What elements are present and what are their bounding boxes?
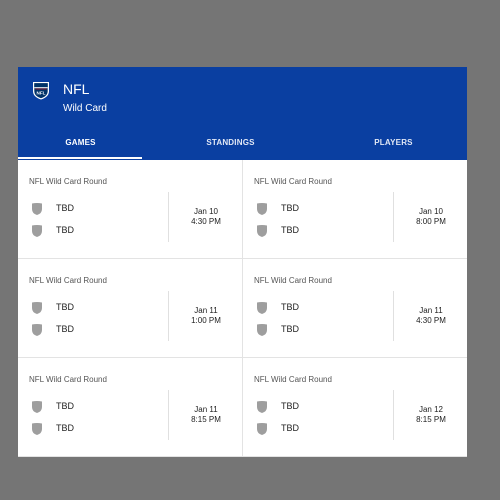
game-round-label: NFL Wild Card Round (29, 276, 107, 285)
game-round-label: NFL Wild Card Round (254, 276, 332, 285)
team-name: TBD (281, 401, 299, 411)
divider (168, 291, 169, 341)
game-schedule: Jan 11 8:15 PM (169, 405, 243, 425)
game-card[interactable]: NFL Wild Card Round TBD TBD Jan 11 1:00 PM (18, 259, 243, 358)
game-time: 8:15 PM (191, 415, 221, 424)
page-title: NFL (63, 81, 90, 97)
team-shield-icon (30, 301, 44, 315)
game-time: 1:00 PM (191, 316, 221, 325)
team-name: TBD (281, 203, 299, 213)
game-time: 8:00 PM (416, 217, 446, 226)
team-name: TBD (56, 401, 74, 411)
game-time: 8:15 PM (416, 415, 446, 424)
team-shield-icon (30, 422, 44, 436)
svg-text:NFL: NFL (37, 90, 46, 95)
active-tab-indicator (18, 157, 142, 159)
tab-bar: GAMES STANDINGS PLAYERS (18, 130, 467, 160)
page-subtitle: Wild Card (63, 103, 107, 114)
team-name: TBD (56, 302, 74, 312)
team-shield-icon (255, 202, 269, 216)
game-date: Jan 12 (418, 405, 444, 414)
game-card[interactable]: NFL Wild Card Round TBD TBD Jan 10 8:00 PM (243, 160, 467, 259)
team-shield-icon (255, 301, 269, 315)
game-card[interactable]: NFL Wild Card Round TBD TBD Jan 12 8:15 PM (243, 358, 467, 457)
game-date: Jan 10 (418, 207, 444, 216)
divider (393, 192, 394, 242)
team-name: TBD (56, 225, 74, 235)
team-name: TBD (56, 423, 74, 433)
team-shield-icon (255, 224, 269, 238)
tab-standings[interactable]: STANDINGS (206, 138, 255, 147)
divider (393, 291, 394, 341)
team-shield-icon (255, 400, 269, 414)
team-name: TBD (56, 203, 74, 213)
tab-players[interactable]: PLAYERS (374, 138, 413, 147)
game-schedule: Jan 12 8:15 PM (394, 405, 467, 425)
game-schedule: Jan 10 8:00 PM (394, 207, 467, 227)
team-shield-icon (255, 323, 269, 337)
divider (168, 390, 169, 440)
team-shield-icon (30, 323, 44, 337)
game-schedule: Jan 10 4:30 PM (169, 207, 243, 227)
game-date: Jan 11 (419, 306, 443, 315)
team-shield-icon (30, 400, 44, 414)
game-card[interactable]: NFL Wild Card Round TBD TBD Jan 11 8:15 PM (18, 358, 243, 457)
game-round-label: NFL Wild Card Round (254, 375, 332, 384)
game-schedule: Jan 11 1:00 PM (169, 306, 243, 326)
team-name: TBD (281, 302, 299, 312)
game-schedule: Jan 11 4:30 PM (394, 306, 467, 326)
game-round-label: NFL Wild Card Round (29, 177, 107, 186)
team-name: TBD (56, 324, 74, 334)
nfl-logo-icon: NFL (33, 82, 49, 100)
divider (168, 192, 169, 242)
game-time: 4:30 PM (416, 316, 446, 325)
game-date: Jan 11 (194, 405, 218, 414)
card-header: NFL NFL Wild Card GAMES STANDINGS PLAYER… (18, 67, 467, 160)
game-card[interactable]: NFL Wild Card Round TBD TBD Jan 10 4:30 PM (18, 160, 243, 259)
team-name: TBD (281, 324, 299, 334)
tab-games[interactable]: GAMES (65, 138, 96, 147)
team-name: TBD (281, 225, 299, 235)
game-card[interactable]: NFL Wild Card Round TBD TBD Jan 11 4:30 PM (243, 259, 467, 358)
divider (393, 390, 394, 440)
games-grid: NFL Wild Card Round TBD TBD Jan 10 4:30 PM NF… (18, 160, 467, 457)
game-date: Jan 11 (194, 306, 218, 315)
game-time: 4:30 PM (191, 217, 221, 226)
team-name: TBD (281, 423, 299, 433)
nfl-card: NFL NFL Wild Card GAMES STANDINGS PLAYER… (18, 67, 467, 457)
team-shield-icon (30, 224, 44, 238)
game-round-label: NFL Wild Card Round (29, 375, 107, 384)
team-shield-icon (30, 202, 44, 216)
game-round-label: NFL Wild Card Round (254, 177, 332, 186)
team-shield-icon (255, 422, 269, 436)
game-date: Jan 10 (193, 207, 219, 216)
